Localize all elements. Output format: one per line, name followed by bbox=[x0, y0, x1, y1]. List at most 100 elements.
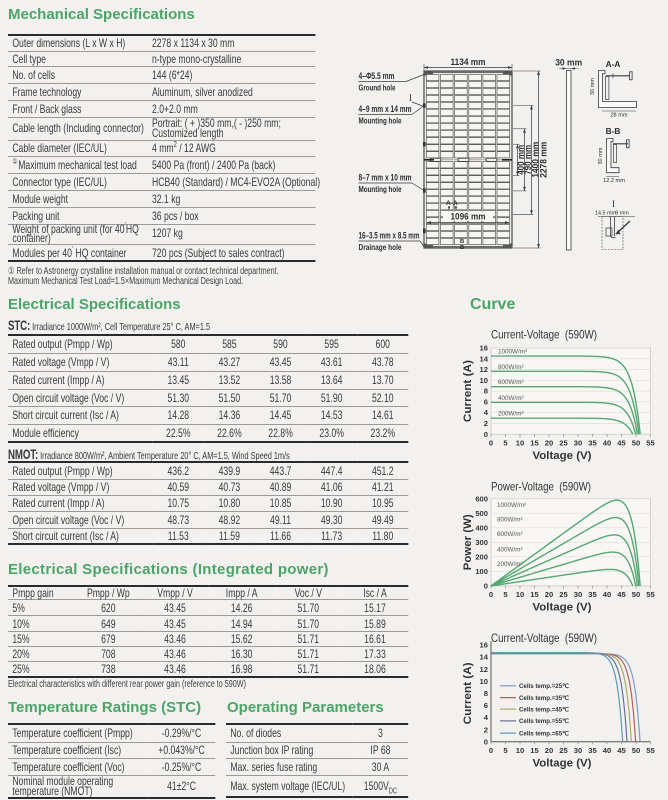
svg-text:45: 45 bbox=[617, 746, 626, 755]
svg-text:A-A: A-A bbox=[606, 59, 621, 69]
svg-text:8: 8 bbox=[484, 689, 488, 698]
svg-text:600W/m²: 600W/m² bbox=[498, 379, 524, 386]
svg-text:2: 2 bbox=[484, 419, 488, 428]
svg-text:16: 16 bbox=[480, 344, 488, 353]
svg-text:Mounting hole: Mounting hole bbox=[359, 116, 402, 126]
svg-text:100: 100 bbox=[475, 567, 488, 576]
svg-text:4: 4 bbox=[484, 408, 489, 417]
svg-text:9 mm: 9 mm bbox=[615, 211, 629, 217]
svg-text:A: A bbox=[446, 200, 451, 207]
svg-text:400 mm: 400 mm bbox=[516, 145, 526, 175]
svg-text:1134 mm: 1134 mm bbox=[451, 57, 486, 67]
svg-text:14: 14 bbox=[480, 653, 489, 662]
svg-text:800W/m²: 800W/m² bbox=[498, 364, 524, 371]
svg-text:8–7 mm x 10 mm: 8–7 mm x 10 mm bbox=[359, 173, 412, 183]
svg-text:1400 mm: 1400 mm bbox=[531, 142, 541, 178]
svg-text:20: 20 bbox=[545, 746, 553, 755]
svg-text:400: 400 bbox=[475, 523, 488, 532]
svg-text:35: 35 bbox=[588, 590, 597, 599]
svg-text:800W/m²: 800W/m² bbox=[497, 517, 523, 524]
svg-text:35: 35 bbox=[588, 439, 597, 448]
svg-text:790 mm: 790 mm bbox=[523, 145, 533, 175]
svg-text:4–9 mm x 14 mm: 4–9 mm x 14 mm bbox=[359, 104, 412, 114]
svg-text:1000W/m²: 1000W/m² bbox=[498, 349, 527, 356]
svg-text:B-B: B-B bbox=[606, 126, 621, 136]
svg-text:Cells temp.=35℃: Cells temp.=35℃ bbox=[519, 694, 570, 702]
svg-text:Cells temp.=45℃: Cells temp.=45℃ bbox=[519, 705, 570, 713]
svg-text:Drainage hole: Drainage hole bbox=[359, 242, 402, 252]
svg-text:0: 0 bbox=[484, 430, 488, 439]
svg-text:B: B bbox=[460, 245, 464, 251]
svg-text:16–3.5 mm x 8.5 mm: 16–3.5 mm x 8.5 mm bbox=[359, 231, 420, 241]
svg-text:Power (W): Power (W) bbox=[462, 514, 474, 570]
svg-text:A: A bbox=[453, 200, 458, 207]
svg-text:Power-Voltage (590W): Power-Voltage (590W) bbox=[491, 480, 591, 494]
svg-text:I: I bbox=[409, 93, 412, 103]
svg-text:15: 15 bbox=[530, 439, 539, 448]
svg-text:Voltage (V): Voltage (V) bbox=[533, 602, 592, 614]
svg-text:30 mm: 30 mm bbox=[590, 78, 596, 95]
svg-text:30 mm: 30 mm bbox=[598, 147, 604, 164]
svg-text:55: 55 bbox=[646, 590, 655, 599]
svg-text:20: 20 bbox=[545, 590, 553, 599]
svg-text:0: 0 bbox=[489, 746, 493, 755]
svg-text:400W/m²: 400W/m² bbox=[498, 395, 524, 402]
svg-text:2278 mm: 2278 mm bbox=[538, 142, 548, 178]
svg-text:10: 10 bbox=[516, 590, 524, 599]
svg-text:55: 55 bbox=[646, 439, 655, 448]
svg-text:Current (A): Current (A) bbox=[462, 360, 474, 422]
svg-text:30: 30 bbox=[574, 439, 582, 448]
svg-text:40: 40 bbox=[603, 746, 611, 755]
svg-text:6: 6 bbox=[484, 398, 488, 407]
svg-text:20: 20 bbox=[545, 439, 553, 448]
svg-text:12: 12 bbox=[480, 665, 488, 674]
svg-text:600W/m²: 600W/m² bbox=[497, 531, 523, 538]
svg-text:10: 10 bbox=[480, 677, 488, 686]
svg-text:28 mm: 28 mm bbox=[610, 113, 627, 119]
svg-text:40: 40 bbox=[603, 439, 611, 448]
svg-text:0: 0 bbox=[484, 582, 488, 591]
svg-text:Mounting hole: Mounting hole bbox=[359, 184, 402, 194]
svg-text:4–Φ5.5 mm: 4–Φ5.5 mm bbox=[359, 71, 395, 81]
svg-text:14.5 mm: 14.5 mm bbox=[595, 211, 616, 217]
svg-text:4: 4 bbox=[484, 713, 489, 722]
svg-text:500: 500 bbox=[475, 509, 488, 518]
svg-text:200W/m²: 200W/m² bbox=[498, 411, 524, 418]
svg-text:25: 25 bbox=[559, 439, 568, 448]
svg-text:45: 45 bbox=[617, 439, 626, 448]
svg-text:50: 50 bbox=[632, 590, 640, 599]
svg-text:5: 5 bbox=[503, 746, 508, 755]
svg-text:12: 12 bbox=[480, 365, 488, 374]
svg-text:Current-Voltage (590W): Current-Voltage (590W) bbox=[491, 631, 597, 645]
svg-text:300: 300 bbox=[475, 538, 488, 547]
svg-text:25: 25 bbox=[559, 746, 568, 755]
svg-text:6: 6 bbox=[484, 701, 488, 710]
svg-text:25: 25 bbox=[559, 590, 568, 599]
svg-text:1000W/m²: 1000W/m² bbox=[497, 502, 526, 509]
svg-text:Ground hole: Ground hole bbox=[359, 83, 396, 93]
svg-text:15: 15 bbox=[530, 746, 539, 755]
svg-text:40: 40 bbox=[603, 590, 611, 599]
svg-text:14: 14 bbox=[480, 354, 489, 363]
svg-text:5: 5 bbox=[503, 590, 508, 599]
svg-text:200: 200 bbox=[475, 552, 488, 561]
svg-text:50: 50 bbox=[632, 746, 640, 755]
svg-text:400W/m²: 400W/m² bbox=[497, 547, 523, 554]
svg-text:35: 35 bbox=[588, 746, 597, 755]
svg-text:55: 55 bbox=[646, 746, 655, 755]
svg-text:0: 0 bbox=[484, 737, 488, 746]
svg-text:Cells temp.=65℃: Cells temp.=65℃ bbox=[519, 729, 570, 737]
svg-text:8: 8 bbox=[484, 387, 488, 396]
svg-text:12.2 mm: 12.2 mm bbox=[603, 178, 625, 184]
svg-text:I: I bbox=[612, 199, 615, 209]
svg-text:5: 5 bbox=[503, 439, 508, 448]
svg-text:600: 600 bbox=[475, 494, 488, 503]
svg-text:1096 mm: 1096 mm bbox=[451, 212, 486, 222]
svg-text:Cells temp.=55℃: Cells temp.=55℃ bbox=[519, 717, 570, 725]
svg-text:50: 50 bbox=[632, 439, 640, 448]
svg-text:30: 30 bbox=[574, 590, 582, 599]
svg-text:30 mm: 30 mm bbox=[555, 58, 582, 68]
svg-text:Voltage (V): Voltage (V) bbox=[533, 450, 592, 462]
svg-text:45: 45 bbox=[617, 590, 626, 599]
svg-text:10: 10 bbox=[516, 439, 524, 448]
